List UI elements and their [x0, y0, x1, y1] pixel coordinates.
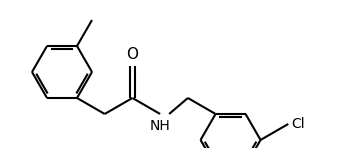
Text: Cl: Cl: [291, 117, 305, 131]
Text: O: O: [126, 47, 138, 62]
Text: NH: NH: [150, 119, 171, 133]
